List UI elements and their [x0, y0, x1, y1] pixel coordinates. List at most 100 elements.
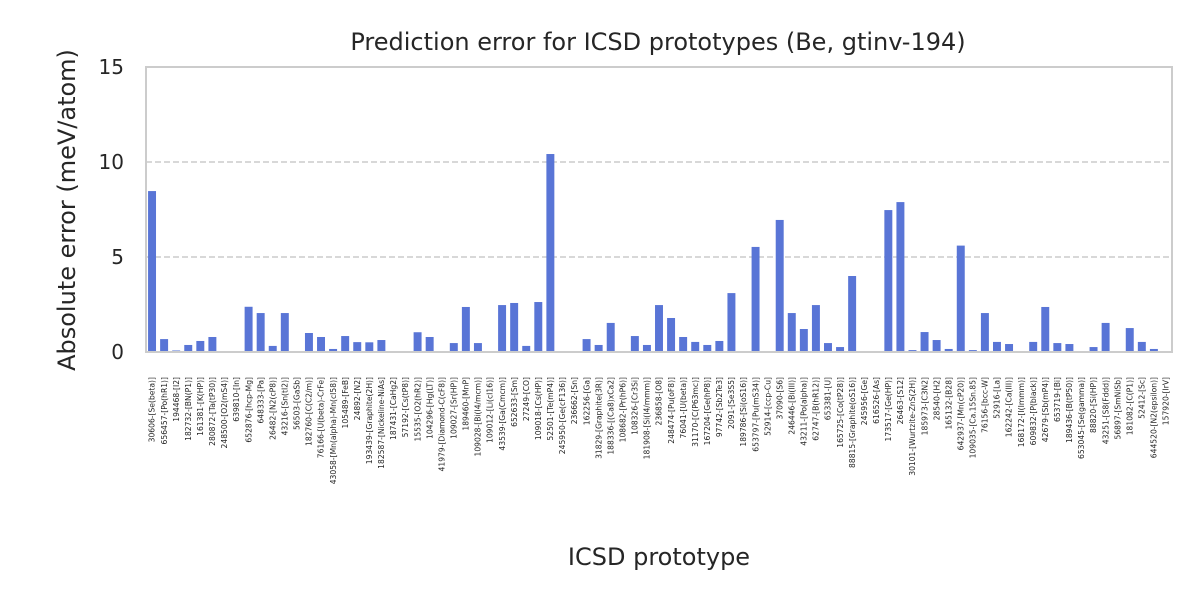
x-tick-label: 76041-[U(beta)]: [679, 377, 688, 438]
bar: [992, 341, 1001, 352]
x-tick-label: 182732-[BN(P1)]: [184, 377, 193, 441]
bar: [1137, 341, 1146, 352]
x-tick-label: 182587-[Nickeline-NiAs]: [377, 377, 386, 469]
bar: [1089, 347, 1098, 352]
x-tick-label: 109018-[Cs(HP)]: [534, 377, 543, 440]
bar: [727, 293, 736, 352]
bar: [836, 347, 845, 352]
x-tick-label: 653045-[Se(gamma)]: [1077, 377, 1086, 459]
x-tick-label: 109035-[Ca.15Sn.85]: [969, 377, 978, 458]
bar: [920, 332, 929, 352]
x-axis-label: ICSD prototype: [568, 543, 750, 571]
x-tick-label: 52916-[La]: [993, 377, 1002, 419]
chart-title: Prediction error for ICSD prototypes (Be…: [350, 28, 965, 56]
x-tick-label: 168172-[I(Immm)]: [1017, 377, 1026, 447]
bar: [341, 336, 350, 352]
x-tick-label: 653381-[U]: [824, 377, 833, 420]
x-tick-label: 181082-[C(P1)]: [1125, 377, 1134, 435]
bar: [896, 202, 905, 352]
x-tick-label: 88815-[Graphite(oS16)]: [848, 377, 857, 468]
bar: [606, 322, 615, 352]
x-tick-label: 245950-[Ge(cF136)]: [558, 377, 567, 454]
bar: [655, 305, 663, 352]
x-tick-label: 105489-[FeB]: [341, 377, 350, 429]
bar: [413, 332, 422, 352]
x-tick-label: 185973-[C3N2]: [920, 377, 929, 435]
bar: [751, 246, 760, 352]
x-tick-label: 37090-[S6]: [775, 377, 784, 420]
bar: [461, 306, 470, 352]
bar: [208, 336, 217, 352]
x-tick-label: 236858-[O8]: [655, 377, 664, 425]
bar: [811, 305, 820, 352]
x-tick-label: 653797-[Pu(mS34)]: [751, 377, 760, 452]
x-tick-label: 157920-[IrV]: [1162, 377, 1171, 425]
x-tick-label: 653719-[Bi]: [1053, 377, 1062, 422]
y-tick-label: 10: [99, 150, 124, 174]
bar: [980, 313, 989, 352]
bar: [244, 306, 253, 352]
bar: [449, 343, 458, 352]
y-tick-label: 5: [111, 245, 124, 269]
bar: [799, 329, 808, 352]
x-tick-label: 189786-[Si(oS16)]: [739, 377, 748, 447]
bar: [1125, 328, 1134, 352]
bar: [884, 210, 893, 352]
bar: [1149, 348, 1158, 352]
bar: [256, 313, 265, 352]
x-tick-label: 31170-[C(P63mc)]: [691, 377, 700, 447]
x-tick-label: 193439-[Graphite(2H)]: [365, 377, 374, 464]
bar: [510, 302, 519, 352]
x-tick-label: 56897-[SmNiSb]: [1113, 377, 1122, 440]
x-tick-label: 656457-[Po(hR1)]: [160, 377, 169, 444]
x-tick-label: 165132-[B28]: [944, 377, 953, 430]
x-tick-label: 108682-[Pr(hP6)]: [618, 377, 627, 442]
x-tick-label: 642937-[Mn(cP20)]: [956, 377, 965, 450]
bar: [642, 344, 651, 352]
x-tick-label: 161381-[K(HP)]: [196, 377, 205, 436]
x-tick-label: 31829-[Graphite(3R)]: [594, 377, 603, 459]
bar: [546, 154, 555, 352]
x-tick-label: 248474-[Pu(oF8)]: [667, 377, 676, 444]
bar: [522, 345, 531, 352]
x-tick-label: 30606-[Se(beta)]: [148, 377, 157, 442]
x-tick-label: 104296-[Hg(LT)]: [425, 377, 434, 439]
x-tick-label: 26463-[S12]: [896, 377, 905, 424]
bar: [1101, 322, 1110, 352]
x-tick-label: 182760-[C(C2/m)]: [305, 377, 314, 446]
bar: [1005, 344, 1014, 352]
x-tick-label: 108326-[Cr3Si]: [631, 377, 640, 435]
x-tick-label: 167204-[Ge(hP8)]: [703, 377, 712, 445]
bar: [630, 336, 639, 352]
bar: [667, 317, 676, 352]
x-tick-label: 97742-[Sb2Te3]: [715, 377, 724, 437]
x-tick-label: 15535-[O2(hR2)]: [413, 377, 422, 442]
bar: [956, 245, 965, 352]
x-tick-label: 609832-[P(black)]: [1029, 377, 1038, 445]
plot-frame: [145, 66, 1173, 353]
bar: [196, 340, 205, 352]
x-tick-label: 52501-[Te(mP4)]: [546, 377, 555, 441]
x-tick-label: 26482-[N2(cP8)]: [268, 377, 277, 440]
bar: [268, 345, 277, 352]
bar: [353, 342, 362, 352]
x-tick-label: 57192-[Cs(tP8)]: [401, 377, 410, 437]
x-tick-label: 42679-[Sb(mP4)]: [1041, 377, 1050, 442]
bar: [317, 336, 326, 352]
bar: [944, 348, 953, 352]
x-tick-label: 236662-[Sn]: [570, 377, 579, 424]
bar: [280, 313, 289, 352]
bar: [534, 302, 543, 352]
x-tick-label: 43058-[Mn(alpha)-Mn(cI58)]: [329, 377, 338, 484]
x-tick-label: 43251-[S8(Fddd)]: [1101, 377, 1110, 444]
y-tick-labels: 0 5 10 15: [99, 55, 124, 364]
x-tick-label: 189436-[B(tP50)]: [1065, 377, 1074, 443]
x-tick-label: 181908-[Si(I4/mmm)]: [643, 377, 652, 459]
bar: [824, 343, 832, 352]
y-axis-label: Absolute error (meV/atom): [53, 49, 81, 371]
bar: [1053, 343, 1062, 352]
x-tick-label: 30101-[Wurtzite-ZnS(2H)]: [908, 377, 917, 476]
x-tick-label: 43216-[Sn(tI2)]: [281, 377, 290, 435]
y-tick-label: 15: [99, 55, 124, 79]
x-tick-label: 109027-[Sr(HP)]: [450, 377, 459, 439]
